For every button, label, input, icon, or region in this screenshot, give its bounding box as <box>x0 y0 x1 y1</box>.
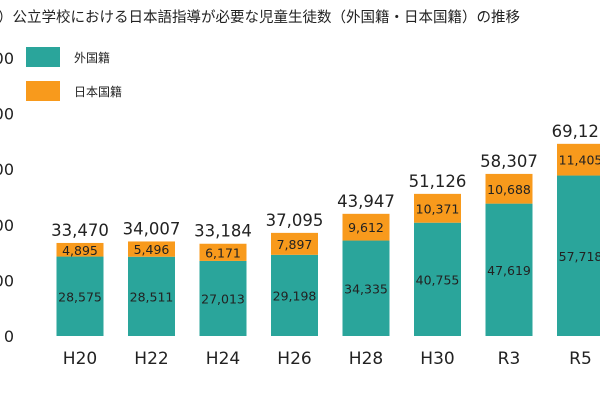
legend-label-foreign: 外国籍 <box>74 50 111 65</box>
bar-japanese <box>414 193 461 223</box>
total-label: 51,126 <box>409 172 467 191</box>
bar-foreign <box>56 256 104 336</box>
x-tick-label: R5 <box>569 349 592 369</box>
data-label-japanese: 11,405 <box>559 153 600 168</box>
x-tick-label: H22 <box>134 349 168 369</box>
y-tick-label: 0 <box>4 327 14 346</box>
bar-foreign <box>557 175 600 336</box>
legend-swatch-japanese <box>26 81 60 101</box>
bar-foreign <box>414 222 461 336</box>
total-label: 69,123 <box>552 122 600 141</box>
total-label: 37,095 <box>266 211 324 230</box>
legend-label-japanese: 日本国籍 <box>74 84 123 99</box>
x-tick-label: H30 <box>420 349 454 369</box>
bar-foreign <box>128 256 175 336</box>
data-label-japanese: 10,688 <box>487 182 531 197</box>
bar-foreign <box>199 260 247 336</box>
data-label-japanese: 9,612 <box>348 220 384 235</box>
bar-japanese <box>199 243 247 261</box>
data-label-japanese: 10,371 <box>416 201 460 216</box>
y-tick-label: 00 <box>0 216 14 235</box>
data-label-foreign: 47,619 <box>487 263 531 278</box>
data-label-japanese: 4,895 <box>62 243 98 258</box>
data-label-foreign: 40,755 <box>416 272 460 287</box>
data-label-foreign: 57,718 <box>559 249 600 264</box>
x-tick-label: H24 <box>206 349 240 369</box>
bar-foreign <box>342 240 390 336</box>
bar-foreign <box>271 254 318 336</box>
bar-japanese <box>485 173 533 204</box>
legend-swatch-foreign <box>26 47 60 67</box>
legend-item-japanese: 日本国籍 <box>26 80 122 102</box>
data-label-foreign: 28,575 <box>58 289 102 304</box>
x-tick-label: H26 <box>277 349 311 369</box>
bar-japanese <box>271 232 318 255</box>
x-tick-label: H28 <box>349 349 383 369</box>
data-label-foreign: 29,198 <box>273 288 317 303</box>
bar-japanese <box>128 241 175 257</box>
chart-title: ）公立学校における日本語指導が必要な児童生徒数（外国籍・日本国籍）の推移 <box>0 10 520 26</box>
x-tick-label: R3 <box>498 349 521 369</box>
data-label-japanese: 6,171 <box>205 245 241 260</box>
bar-foreign <box>485 203 533 336</box>
total-label: 33,470 <box>51 221 109 240</box>
data-label-foreign: 28,511 <box>130 289 174 304</box>
legend: 外国籍 日本国籍 <box>26 46 122 114</box>
data-label-foreign: 34,335 <box>344 281 388 296</box>
bar-japanese <box>342 213 390 241</box>
y-tick-label: 00 <box>0 105 14 124</box>
data-label-foreign: 27,013 <box>201 291 245 306</box>
data-label-japanese: 7,897 <box>277 237 313 252</box>
bar-japanese <box>557 143 600 176</box>
total-label: 58,307 <box>480 152 538 171</box>
x-tick-label: H20 <box>63 349 97 369</box>
y-tick-label: 00 <box>0 271 14 290</box>
y-tick-label: 00 <box>0 49 14 68</box>
total-label: 34,007 <box>123 219 181 238</box>
total-label: 43,947 <box>337 192 395 211</box>
y-tick-label: 00 <box>0 160 14 179</box>
legend-item-foreign: 外国籍 <box>26 46 122 68</box>
total-label: 33,184 <box>194 222 252 241</box>
bar-japanese <box>56 242 104 257</box>
data-label-japanese: 5,496 <box>134 242 170 257</box>
